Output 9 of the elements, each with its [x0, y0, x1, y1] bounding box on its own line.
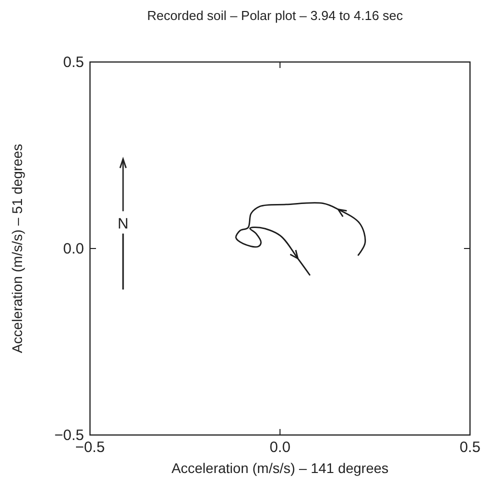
- x-tick-label: 0.5: [460, 439, 480, 456]
- x-axis-title: Acceleration (m/s/s) – 141 degrees: [171, 460, 389, 476]
- y-axis-title: Acceleration (m/s/s) – 51 degrees: [9, 144, 25, 354]
- chart-title: Recorded soil – Polar plot – 3.94 to 4.16 sec: [147, 8, 404, 23]
- x-tick-label: 0.0: [270, 439, 290, 456]
- annotation: N: [118, 215, 128, 232]
- y-tick-label: 0.5: [63, 54, 84, 71]
- y-tick-label: 0.0: [63, 240, 84, 258]
- line-series: [235, 202, 366, 276]
